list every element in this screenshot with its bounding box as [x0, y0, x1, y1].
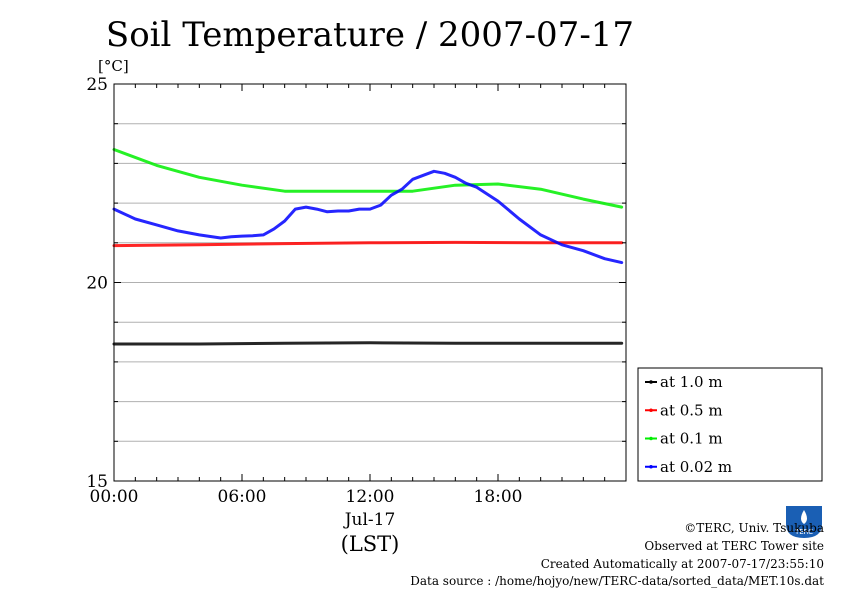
series-group [112, 148, 624, 346]
y-tick-label: 20 [86, 274, 108, 294]
terc-logo-text: TERC [794, 528, 813, 536]
x-axis-label: (LST) [341, 532, 400, 556]
legend-label: at 0.5 m [660, 401, 723, 419]
footer-observed: Observed at TERC Tower site [644, 539, 824, 553]
x-tick-label: 00:00 [90, 487, 139, 507]
footer-copyright: ©TERC, Univ. Tsukuba [684, 521, 824, 535]
footer-created: Created Automatically at 2007-07-17/23:5… [540, 557, 824, 571]
series-line-1 [112, 240, 624, 248]
y-axis: 15 20 25 [86, 75, 626, 492]
x-axis-date-label: Jul-17 [343, 510, 396, 530]
y-axis-unit-label: [°C] [98, 57, 129, 75]
legend-marker [649, 436, 653, 441]
chart-title: Soil Temperature / 2007-07-17 [106, 15, 634, 55]
footer-source: Data source : /home/hojyo/new/TERC-data/… [410, 574, 824, 588]
terc-logo: TERC [784, 504, 824, 540]
legend-marker [649, 408, 653, 413]
legend: at 1.0 m at 0.5 m at 0.1 m at 0.02 m [637, 367, 823, 482]
x-axis: 00:00 06:00 12:00 18:00 [90, 84, 627, 507]
legend-marker [649, 380, 653, 384]
legend-box [637, 367, 823, 482]
legend-label: at 0.1 m [660, 430, 723, 448]
series-line-2 [112, 148, 624, 209]
y-tick-label: 15 [86, 472, 108, 492]
terc-logo-drop [801, 510, 807, 524]
legend-label: at 0.02 m [660, 458, 732, 476]
legend-label: at 1.0 m [660, 373, 723, 391]
series-line-0 [112, 341, 624, 346]
x-tick-label: 12:00 [346, 487, 395, 507]
x-tick-label: 18:00 [474, 487, 523, 507]
series-line-3 [112, 169, 624, 265]
x-tick-label: 06:00 [218, 487, 267, 507]
legend-marker [649, 464, 653, 469]
y-tick-label: 25 [86, 75, 108, 95]
grid-lines [114, 123, 626, 442]
